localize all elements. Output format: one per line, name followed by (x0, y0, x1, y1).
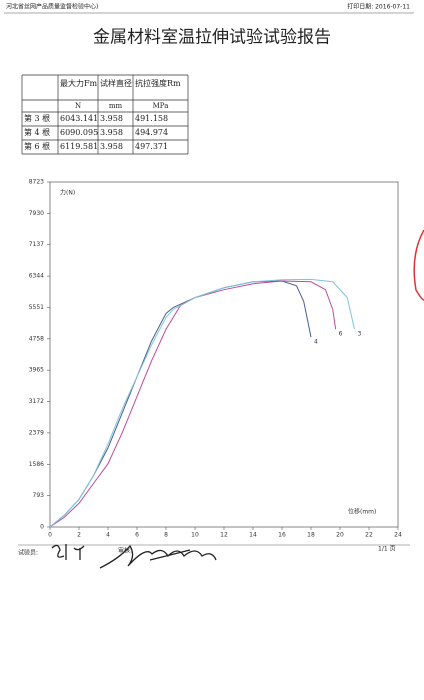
y-axis-label: 力(N) (60, 189, 75, 197)
table-cell: 第 4 根 (24, 127, 50, 137)
y-tick-label: 6344 (29, 273, 44, 280)
curve-label: 3 (358, 331, 362, 338)
x-tick-label: 18 (307, 532, 315, 539)
y-tick-label: 3172 (29, 398, 44, 405)
table-cell: 491.158 (135, 114, 168, 123)
table-cell: 第 6 根 (24, 141, 50, 151)
y-tick-label: 7137 (29, 241, 44, 248)
y-tick-label: 2379 (29, 429, 44, 436)
stamp (413, 229, 424, 301)
x-tick-label: 14 (249, 532, 257, 539)
x-tick-label: 2 (77, 532, 81, 539)
x-tick-label: 4 (106, 532, 110, 539)
print-date: 打印日期: 2016-07-11 (347, 3, 410, 11)
x-axis-label: 位移(mm) (348, 508, 376, 516)
curve (49, 280, 337, 528)
x-tick-label: 0 (48, 532, 52, 539)
table-header: 抗拉强度Rm (135, 78, 181, 88)
table-header: 最大力Fm (60, 78, 98, 88)
y-tick-label: 1586 (29, 461, 44, 468)
y-tick-label: 7930 (29, 210, 44, 217)
y-tick-label: 3965 (29, 367, 44, 374)
y-tick-label: 8723 (29, 179, 44, 186)
table-header: 试样直径 (100, 78, 132, 88)
x-tick-label: 10 (191, 532, 199, 539)
org: 河北省丝网产品质量监督检验中心) (6, 3, 98, 11)
table-cell: 3.958 (100, 142, 123, 151)
tester: 试验员: (18, 549, 38, 557)
page-number: 1/1 页 (378, 546, 396, 553)
table-unit: mm (109, 102, 123, 110)
y-tick-label: 0 (40, 524, 44, 531)
table-cell: 497.371 (135, 142, 168, 151)
table-cell: 第 3 根 (24, 113, 50, 123)
x-tick-label: 6 (135, 532, 139, 539)
x-tick-label: 8 (164, 532, 168, 539)
table-cell: 6043.141 (60, 114, 98, 123)
x-tick-label: 22 (365, 532, 373, 539)
table-cell: 494.974 (135, 128, 168, 137)
y-tick-label: 4758 (29, 335, 44, 342)
chart: 0793158623793172396547585551634471377930… (29, 179, 402, 539)
signature (51, 544, 85, 560)
curve-label: 6 (339, 331, 343, 338)
y-tick-label: 793 (33, 492, 45, 499)
x-tick-label: 20 (336, 532, 344, 539)
signature (99, 544, 217, 569)
title: 金属材料室温拉伸试验试验报告 (93, 28, 331, 48)
table-cell: 3.958 (100, 114, 123, 123)
table-unit: N (75, 102, 81, 110)
x-tick-label: 16 (278, 532, 286, 539)
table-unit: MPa (153, 102, 169, 110)
y-tick-label: 5551 (29, 304, 44, 311)
x-tick-label: 24 (394, 532, 402, 539)
curve (49, 278, 355, 528)
curve-label: 4 (314, 339, 318, 346)
table-cell: 6090.095 (60, 128, 98, 137)
table-cell: 3.958 (100, 128, 123, 137)
table-cell: 6119.581 (60, 142, 98, 151)
x-tick-label: 12 (220, 532, 228, 539)
